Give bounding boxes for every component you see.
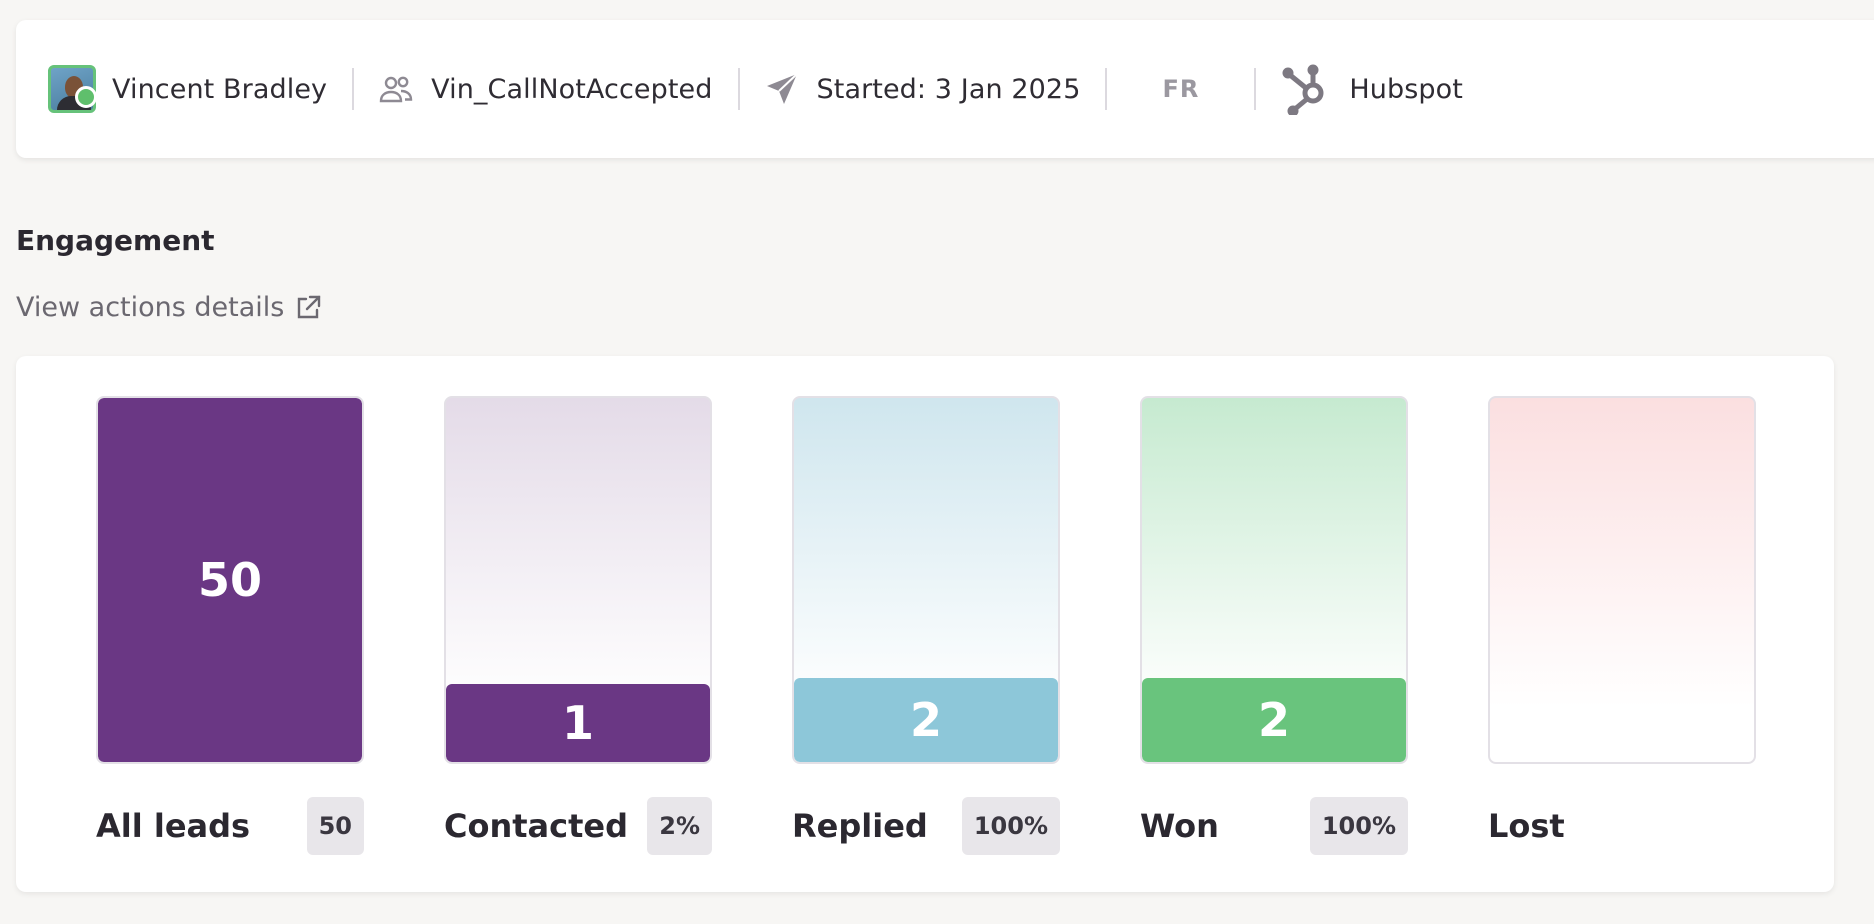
stage-footer: Won 100% bbox=[1140, 796, 1408, 856]
view-actions-details-link[interactable]: View actions details bbox=[16, 292, 322, 323]
divider bbox=[1254, 68, 1257, 110]
funnel-stage-all-leads[interactable]: 50 All leads 50 bbox=[96, 396, 364, 855]
stage-rate-badge: 100% bbox=[961, 797, 1060, 855]
crm-name: Hubspot bbox=[1349, 73, 1463, 105]
stage-footer: Lost bbox=[1488, 796, 1756, 856]
stage-footer: Replied 100% bbox=[792, 796, 1060, 856]
list-name: Vin_CallNotAccepted bbox=[431, 73, 713, 105]
online-status-dot bbox=[75, 86, 97, 108]
funnel-stage-replied[interactable]: 2 Replied 100% bbox=[792, 396, 1060, 855]
stage-count: 2 bbox=[1142, 678, 1406, 762]
stage-card[interactable]: 50 bbox=[96, 396, 364, 764]
stage-count: 50 bbox=[98, 398, 362, 762]
stage-rate-badge: 50 bbox=[306, 797, 364, 855]
owner-name: Vincent Bradley bbox=[112, 73, 328, 105]
stage-count: 1 bbox=[446, 684, 710, 762]
stage-card[interactable]: 1 bbox=[444, 396, 712, 764]
divider bbox=[1105, 68, 1108, 110]
funnel-stage-contacted[interactable]: 1 Contacted 2% bbox=[444, 396, 712, 855]
start-info: Started: 3 Jan 2025 bbox=[765, 20, 1081, 158]
language-badge: FR bbox=[1162, 75, 1200, 103]
crm-info[interactable]: Hubspot bbox=[1281, 20, 1463, 158]
list-info[interactable]: Vin_CallNotAccepted bbox=[379, 20, 712, 158]
stage-label: All leads bbox=[96, 807, 251, 845]
stage-rate-badge: 100% bbox=[1309, 797, 1408, 855]
start-date: Started: 3 Jan 2025 bbox=[816, 73, 1081, 105]
stage-footer: All leads 50 bbox=[96, 796, 364, 856]
divider bbox=[352, 68, 355, 110]
stage-label: Contacted bbox=[444, 807, 629, 845]
view-actions-label: View actions details bbox=[16, 292, 285, 323]
owner-info[interactable]: Vincent Bradley bbox=[48, 20, 327, 158]
stage-card[interactable]: 2 bbox=[1140, 396, 1408, 764]
users-icon bbox=[379, 74, 413, 104]
stage-card[interactable]: 2 bbox=[792, 396, 1060, 764]
paper-plane-icon bbox=[765, 72, 799, 106]
external-link-icon bbox=[298, 295, 321, 318]
campaign-header-bar: Vincent Bradley Vin_CallNotAccepted Star… bbox=[16, 20, 1874, 158]
stage-label: Lost bbox=[1488, 807, 1565, 845]
stage-count: 2 bbox=[794, 678, 1058, 762]
hubspot-icon bbox=[1281, 63, 1331, 115]
funnel-stage-won[interactable]: 2 Won 100% bbox=[1140, 396, 1408, 855]
engagement-funnel-panel: 50 All leads 50 1 Contacted 2% 2 Replied 100% 2 Wo… bbox=[16, 356, 1834, 892]
funnel-stage-lost[interactable]: Lost bbox=[1488, 396, 1756, 845]
stage-footer: Contacted 2% bbox=[444, 796, 712, 856]
stage-card[interactable] bbox=[1488, 396, 1756, 764]
divider bbox=[737, 68, 740, 110]
section-title: Engagement bbox=[16, 224, 215, 257]
stage-rate-badge: 2% bbox=[647, 797, 712, 855]
stage-label: Won bbox=[1140, 807, 1219, 845]
stage-label: Replied bbox=[792, 807, 928, 845]
